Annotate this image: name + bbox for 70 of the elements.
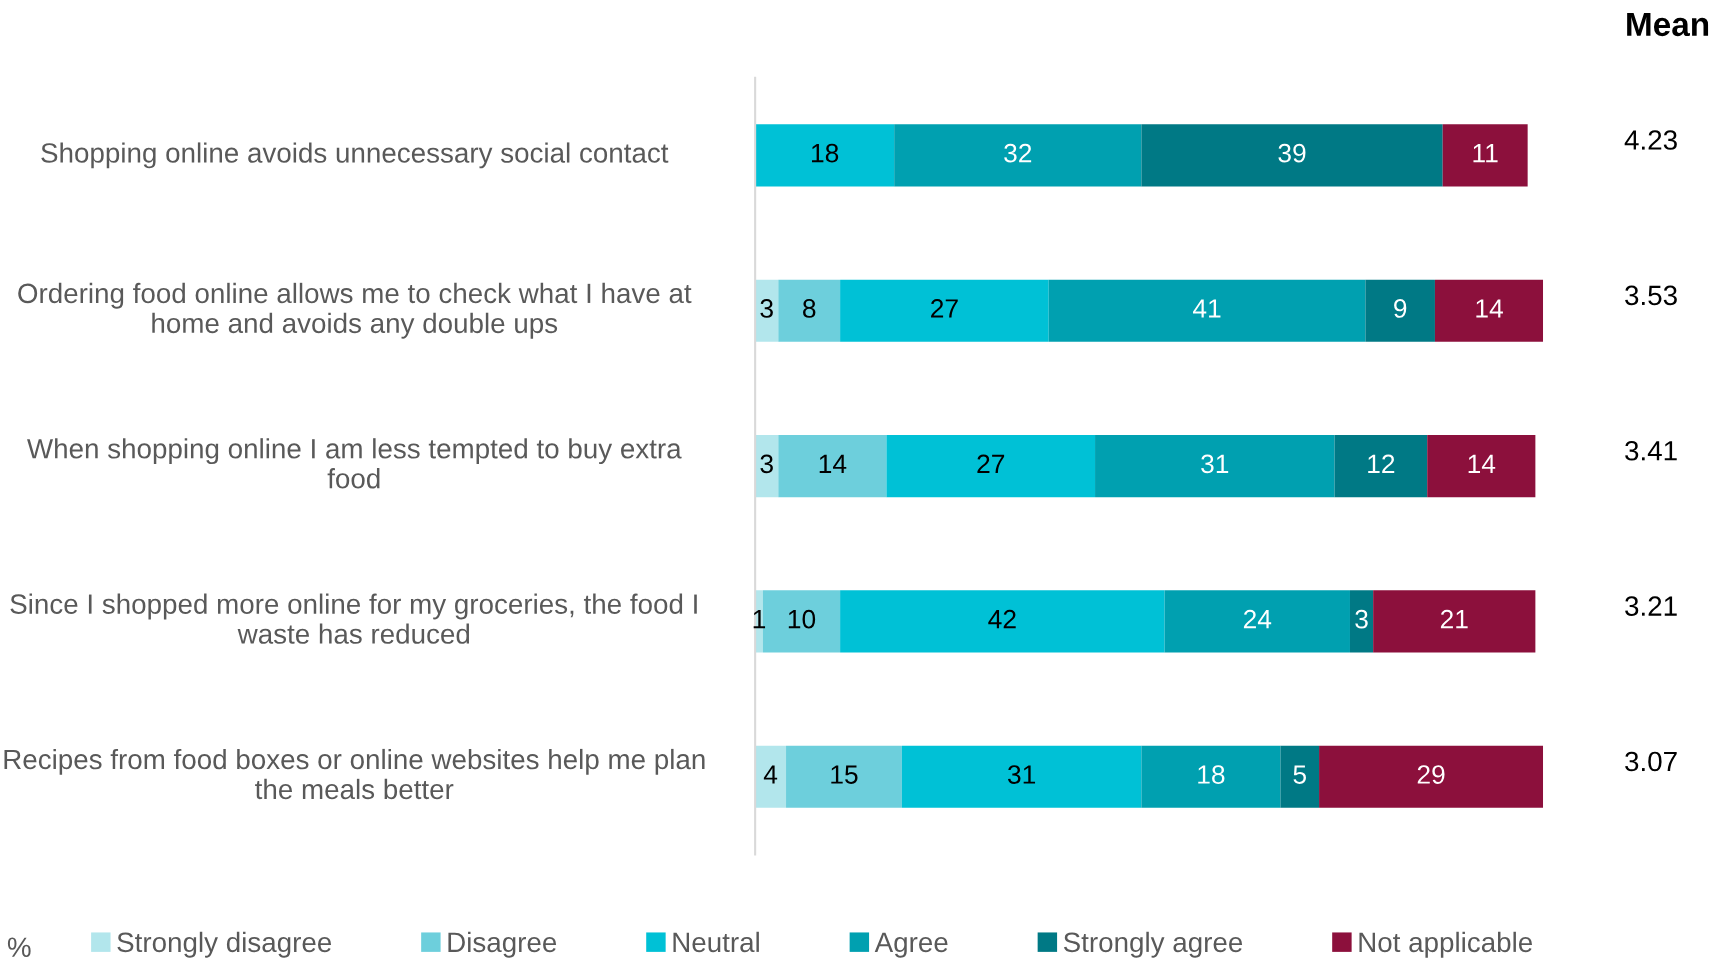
bar xyxy=(1442,124,1528,187)
bar xyxy=(1164,590,1350,653)
bar xyxy=(755,745,787,808)
data-label: 14 xyxy=(819,454,847,473)
bar xyxy=(1319,745,1544,808)
legend-label: Strongly disagree xyxy=(117,931,332,958)
bar xyxy=(901,745,1142,808)
y-tick-label: When shopping online I am less tempted to buy extra food xyxy=(27,438,682,489)
bar xyxy=(886,435,1096,498)
data-label: 32 xyxy=(1004,143,1032,163)
data-label: 4 xyxy=(763,765,778,784)
bar xyxy=(1048,279,1366,342)
data-label: 27 xyxy=(931,299,958,318)
legend-label: Disagree xyxy=(448,931,557,958)
data-label: 11 xyxy=(1473,144,1498,163)
data-label: 1 xyxy=(753,610,766,629)
data-label: 41 xyxy=(1192,299,1221,318)
data-label: 3 xyxy=(1355,609,1368,629)
bar xyxy=(1349,590,1374,653)
bar xyxy=(1434,279,1544,342)
legend-title: % xyxy=(7,937,31,957)
data-label: 27 xyxy=(977,454,1005,473)
data-label: 21 xyxy=(1440,609,1468,629)
text: 3.21 xyxy=(1625,596,1677,616)
text: Mean xyxy=(1627,12,1709,37)
bar xyxy=(1427,435,1536,498)
data-label: 18 xyxy=(1198,765,1225,784)
data-label: 31 xyxy=(1007,765,1036,784)
bar xyxy=(840,279,1049,342)
data-label: 31 xyxy=(1201,454,1229,474)
legend-label: Not applicable xyxy=(1359,931,1532,958)
data-label: 3 xyxy=(760,454,773,474)
data-label: 24 xyxy=(1243,609,1272,629)
data-label: 15 xyxy=(831,765,858,784)
text: 4.23 xyxy=(1624,130,1677,150)
bar xyxy=(1365,279,1435,342)
y-tick-label: Recipes from food boxes or online websites help me plan the meals better xyxy=(4,748,705,800)
data-label: 39 xyxy=(1278,143,1306,163)
data-label: 14 xyxy=(1468,454,1496,473)
data-label: 10 xyxy=(788,609,816,629)
legend-label: Strongly agree xyxy=(1063,931,1243,958)
data-label: 5 xyxy=(1293,765,1306,784)
text: 3.53 xyxy=(1625,285,1677,306)
bar xyxy=(786,745,902,808)
bar xyxy=(894,124,1142,187)
bar xyxy=(1334,435,1428,498)
legend-label: Neutral xyxy=(673,931,759,953)
bar xyxy=(755,124,895,187)
y-tick-label: Ordering food online allows me to check what I have at home and avoids any double ups xyxy=(18,282,692,339)
bar xyxy=(1280,745,1320,808)
bar xyxy=(1373,590,1536,653)
data-label: 29 xyxy=(1417,765,1445,784)
data-label: 18 xyxy=(812,143,839,163)
bar xyxy=(778,435,887,498)
data-label: 42 xyxy=(988,609,1016,629)
bar xyxy=(1141,124,1443,187)
text: 3.41 xyxy=(1625,440,1677,461)
data-label: 8 xyxy=(803,299,816,318)
y-tick-label: Since I shopped more online for my groceries, the food I waste has reduced xyxy=(10,593,697,644)
data-label: 9 xyxy=(1394,299,1407,318)
data-label: 12 xyxy=(1368,454,1395,473)
y-tick-label: Shopping online avoids unnecessary social contact xyxy=(41,142,669,169)
data-label: 14 xyxy=(1476,299,1503,318)
bar xyxy=(778,279,841,342)
data-label: 3 xyxy=(760,299,773,318)
legend-label: Agree xyxy=(874,932,948,958)
bar xyxy=(1095,435,1335,498)
bar xyxy=(840,590,1165,653)
bar xyxy=(1141,745,1281,808)
text: 3.07 xyxy=(1625,751,1677,772)
